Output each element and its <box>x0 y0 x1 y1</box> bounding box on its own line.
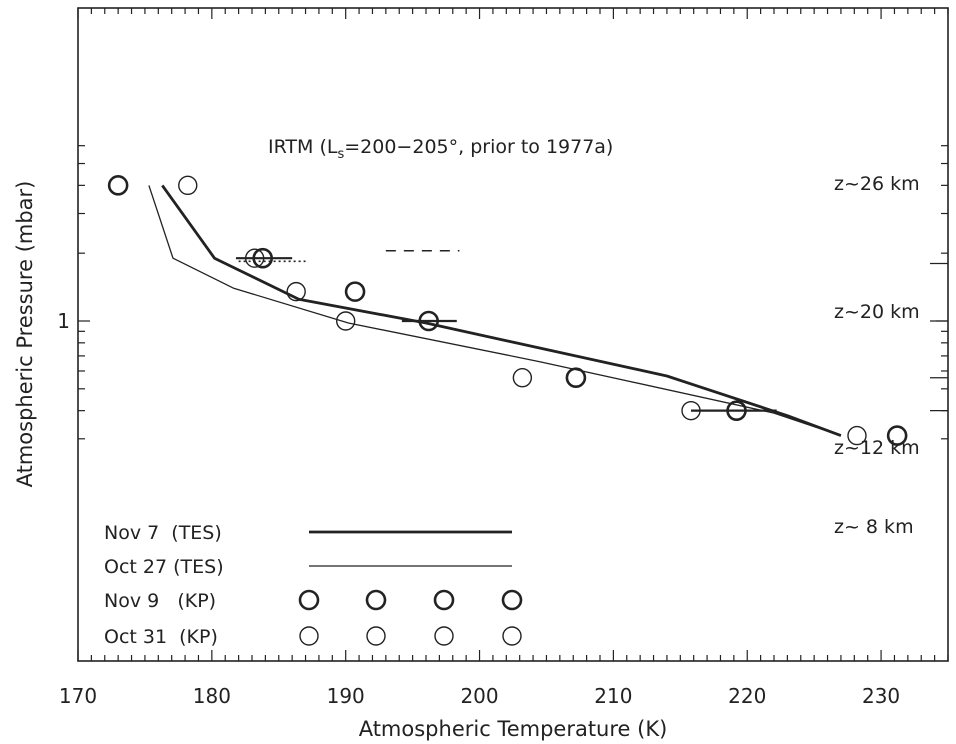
x-tick-label-180: 180 <box>193 684 231 708</box>
x-tick-label-190: 190 <box>327 684 365 708</box>
series-2-point-3 <box>418 310 439 332</box>
irtm-annotation: IRTM (Ls=200−205°, prior to 1977a) <box>268 136 613 162</box>
series-0-line <box>161 184 842 437</box>
series-3-point-4 <box>512 368 533 388</box>
series-3-point-3 <box>335 311 356 331</box>
x-axis-ticks: 170 180 190 200 210 220 230 <box>59 8 949 708</box>
legend-marker-3-1 <box>366 626 386 646</box>
x-tick-label-200: 200 <box>460 684 498 708</box>
altitude-label-12km: z~12 km <box>834 437 920 459</box>
legend-label-3: Oct 31 (KP) <box>104 626 218 648</box>
x-tick-label-170: 170 <box>59 684 97 708</box>
legend-marker-3-0 <box>299 626 319 646</box>
series-2-point-6 <box>886 425 908 446</box>
altitude-label-8km: z~ 8 km <box>834 516 914 538</box>
x-tick-label-230: 230 <box>862 684 900 708</box>
legend-marker-3-3 <box>502 626 522 646</box>
x-tick-label-210: 210 <box>594 684 632 708</box>
y-tick-label-1: 1 <box>57 309 70 333</box>
altitude-label-20km: z~20 km <box>834 301 920 323</box>
legend-marker-2-3 <box>501 589 523 611</box>
legend-marker-3-2 <box>434 626 454 646</box>
series-2-point-5 <box>726 400 747 421</box>
series-3-point-0 <box>178 175 198 196</box>
series-2-point-1 <box>252 247 274 269</box>
y-axis-label: Atmospheric Pressure (mbar) <box>13 181 37 488</box>
legend-marker-2-1 <box>365 589 387 611</box>
series-2-point-2 <box>344 281 366 302</box>
altitude-label-26km: z~26 km <box>834 173 920 195</box>
x-tick-label-220: 220 <box>728 684 766 708</box>
y-axis-ticks <box>78 145 948 440</box>
legend-label-2: Nov 9 (KP) <box>104 590 216 612</box>
legend-label-0: Nov 7 (TES) <box>104 522 222 544</box>
series-3-point-1 <box>244 248 265 268</box>
legend: Nov 7 (TES) Oct 27 (TES) Nov 9 (KP) Oct 31 … <box>104 522 523 648</box>
x-axis-label: Atmospheric Temperature (K) <box>359 717 668 741</box>
series-layer <box>107 175 908 446</box>
plot-frame <box>77 7 949 662</box>
series-2-point-4 <box>565 367 587 389</box>
legend-marker-2-0 <box>298 589 320 611</box>
legend-label-1: Oct 27 (TES) <box>104 556 224 578</box>
series-3-point-5 <box>681 400 701 421</box>
series-3-point-6 <box>847 425 867 446</box>
legend-marker-2-2 <box>433 589 455 611</box>
series-2-point-0 <box>107 175 129 196</box>
series-3-point-2 <box>286 281 306 302</box>
series-1-line <box>148 185 842 437</box>
